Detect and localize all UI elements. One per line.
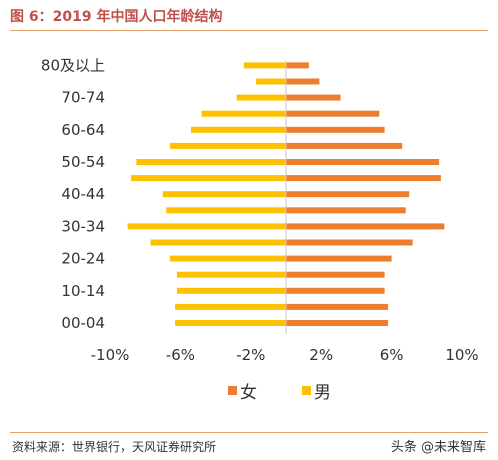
bar-female-40-44	[286, 191, 410, 198]
bar-group	[127, 62, 445, 326]
bar-female-30-34	[286, 223, 445, 230]
x-tick-labels: -10% -6% -2% 2% 6% 10%	[91, 346, 479, 364]
bar-male-35-39	[166, 207, 286, 214]
watermark-text: 头条 @未来智库	[390, 440, 486, 455]
y-tick-label: 80及以上	[41, 56, 105, 74]
bar-female-10-14	[286, 287, 385, 294]
chart-title: 图 6：2019 年中国人口年龄结构	[10, 9, 223, 25]
source-divider	[10, 432, 488, 433]
y-tick-label: 20-24	[61, 250, 105, 268]
bar-male-55-59	[169, 142, 286, 149]
legend-label-female: 女	[240, 383, 257, 403]
bar-female-75-79	[286, 78, 320, 85]
bar-female-35-39	[286, 207, 406, 214]
bar-female-50-54	[286, 159, 440, 165]
bar-female-60-64	[286, 126, 385, 133]
y-tick-label: 70-74	[61, 89, 105, 107]
bar-male-70-74	[236, 94, 286, 101]
legend-label-male: 男	[314, 383, 331, 403]
x-tick-label: 10%	[445, 346, 478, 364]
bar-male-60-64	[191, 126, 286, 133]
bar-female-80及以上	[286, 62, 309, 69]
y-tick-label: 10-14	[61, 282, 105, 300]
bar-male-40-44	[162, 191, 286, 198]
legend-swatch-male	[302, 386, 311, 395]
title-divider	[10, 30, 488, 31]
bar-female-70-74	[286, 94, 341, 101]
population-pyramid-chart: 00-04 10-14 20-24 30-34 40-44 50-54 60-64 70-74…	[41, 56, 479, 403]
y-tick-label: 30-34	[61, 217, 105, 235]
bar-female-65-69	[286, 110, 380, 117]
bar-male-15-19	[176, 271, 286, 278]
bar-female-20-24	[286, 255, 392, 262]
y-tick-label: 40-44	[61, 185, 105, 203]
y-tick-labels: 00-04 10-14 20-24 30-34 40-44 50-54 60-64 70-74…	[41, 56, 105, 332]
x-tick-label: 6%	[380, 346, 404, 364]
legend-swatch-female	[228, 386, 237, 395]
x-tick-label: -2%	[236, 346, 265, 364]
bar-male-80及以上	[243, 62, 286, 69]
x-tick-label: -6%	[166, 346, 195, 364]
bar-male-20-24	[169, 255, 286, 262]
x-tick-label: 2%	[309, 346, 333, 364]
bar-female-05-09	[286, 303, 389, 310]
source-note: 资料来源：世界银行，天风证券研究所	[12, 440, 217, 454]
bar-male-75-79	[256, 78, 286, 85]
bar-male-25-29	[150, 239, 286, 246]
bar-female-15-19	[286, 271, 385, 278]
bar-male-45-49	[131, 175, 286, 182]
y-tick-label: 60-64	[61, 121, 105, 139]
bar-female-25-29	[286, 239, 413, 246]
legend: 女男	[228, 383, 331, 403]
bar-male-30-34	[127, 223, 286, 230]
bar-male-50-54	[136, 159, 286, 165]
x-tick-label: -10%	[91, 346, 130, 364]
bar-female-55-59	[286, 142, 403, 149]
y-tick-label: 00-04	[61, 314, 105, 332]
bar-male-05-09	[175, 303, 286, 310]
y-tick-label: 50-54	[61, 153, 105, 171]
bar-male-65-69	[201, 110, 286, 117]
bar-male-10-14	[176, 287, 286, 294]
bar-female-00-04	[286, 320, 389, 326]
bar-male-00-04	[175, 320, 286, 326]
bar-female-45-49	[286, 175, 441, 182]
